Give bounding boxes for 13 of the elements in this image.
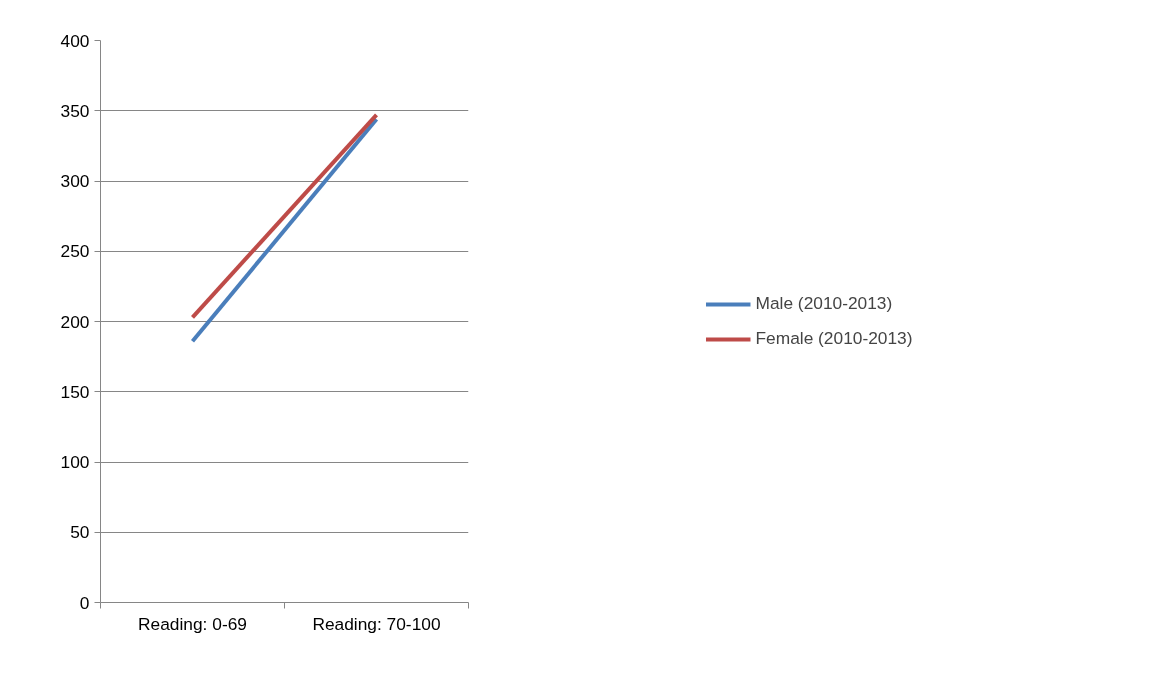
y-tick-label: 100 (60, 452, 90, 472)
legend-label: Male (2010-2013) (755, 293, 893, 314)
y-tick-label: 200 (60, 311, 90, 332)
y-tick-label: 0 (79, 592, 90, 613)
y-tick-label: 400 (60, 30, 90, 51)
x-tick-label: Reading: 70-100 (312, 613, 441, 634)
y-tick-label: 50 (70, 522, 90, 543)
y-tick-label: 350 (60, 100, 90, 121)
x-tick-label: Reading: 0-69 (138, 613, 247, 634)
y-tick-label: 150 (60, 381, 90, 402)
y-tick-label: 300 (60, 171, 90, 191)
legend-label: Female (2010-2013) (755, 328, 913, 349)
y-tick-label: 250 (60, 241, 90, 262)
